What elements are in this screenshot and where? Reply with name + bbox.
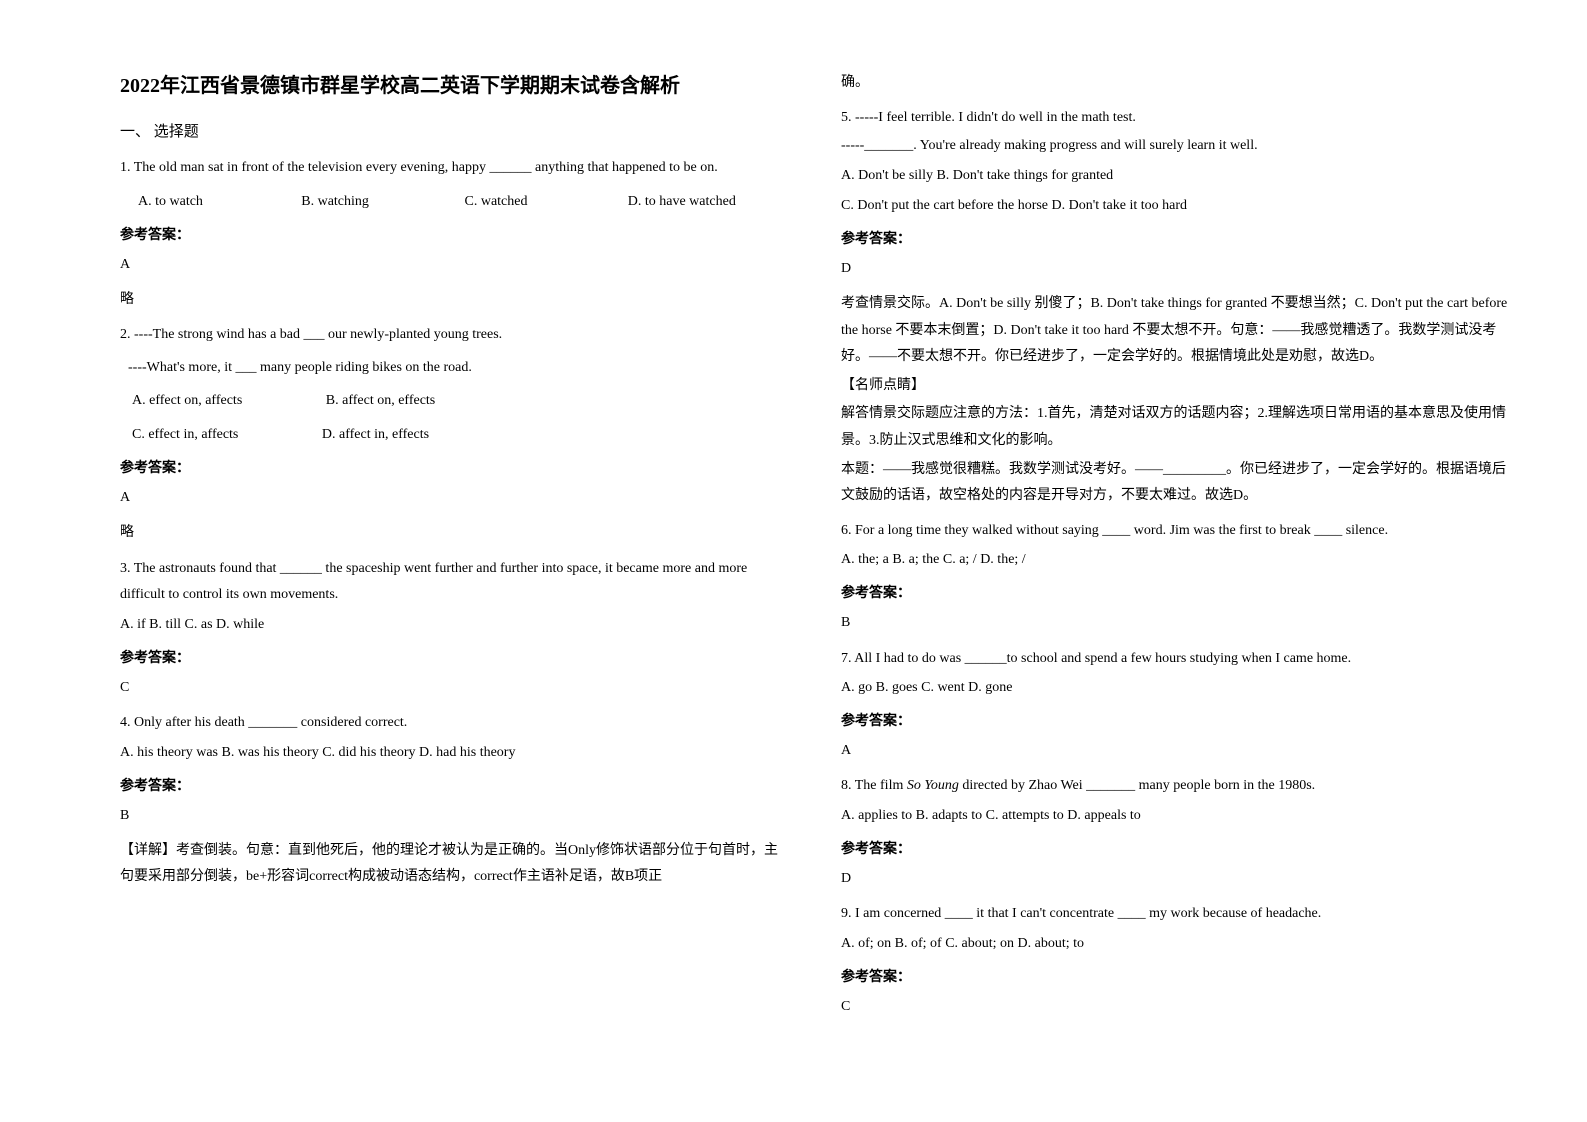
q1-opt-d: D. to have watched (628, 188, 791, 216)
q8-options: A. applies to B. adapts to C. attempts t… (841, 802, 1512, 830)
q8-answer-label: 参考答案： (841, 838, 1512, 858)
q1-opt-c: C. watched (465, 188, 628, 216)
q1-options: A. to watch B. watching C. watched D. to… (120, 188, 791, 216)
q6-options: A. the; a B. a; the C. a; / D. the; / (841, 546, 1512, 574)
q4-answer-label: 参考答案： (120, 775, 791, 795)
q3-answer-label: 参考答案： (120, 647, 791, 667)
q7-answer: A (841, 738, 1512, 763)
q4-answer: B (120, 803, 791, 828)
q4-explanation: 【详解】考查倒装。句意：直到他死后，他的理论才被认为是正确的。当Only修饰状语… (120, 838, 791, 891)
q4-explanation-cont: 确。 (841, 70, 1512, 97)
q5-expl1: 考查情景交际。A. Don't be silly 别傻了；B. Don't ta… (841, 291, 1512, 371)
q2-note: 略 (120, 520, 791, 545)
q2-opt-b: B. affect on, effects (326, 387, 436, 415)
right-column: 确。 5. -----I feel terrible. I didn't do … (816, 70, 1537, 1092)
q6-answer-label: 参考答案： (841, 582, 1512, 602)
q5-expl3: 解答情景交际题应注意的方法：1.首先，清楚对话双方的话题内容；2.理解选项日常用… (841, 401, 1512, 454)
q2-line2: ----What's more, it ___ many people ridi… (120, 355, 791, 382)
q5-line1: 5. -----I feel terrible. I didn't do wel… (841, 105, 1512, 132)
q1-text: 1. The old man sat in front of the telev… (120, 155, 791, 182)
q8-text-pre: 8. The film (841, 778, 907, 793)
q3-text: 3. The astronauts found that ______ the … (120, 556, 791, 609)
q7-answer-label: 参考答案： (841, 710, 1512, 730)
section-header: 一、 选择题 (120, 120, 791, 141)
q1-answer: A (120, 252, 791, 277)
q8-text: 8. The film So Young directed by Zhao We… (841, 773, 1512, 800)
q9-options: A. of; on B. of; of C. about; on D. abou… (841, 930, 1512, 958)
q2-opt-c: C. effect in, affects (132, 421, 238, 449)
q6-text: 6. For a long time they walked without s… (841, 518, 1512, 545)
q5-expl4: 本题：——我感觉很糟糕。我数学测试没考好。——_________。你已经进步了，… (841, 457, 1512, 510)
q2-options-row1: A. effect on, affects B. affect on, effe… (120, 387, 791, 415)
q2-answer-label: 参考答案： (120, 457, 791, 477)
q7-text: 7. All I had to do was ______to school a… (841, 646, 1512, 673)
q1-opt-b: B. watching (301, 188, 464, 216)
q5-options-l2: C. Don't put the cart before the horse D… (841, 192, 1512, 220)
q5-answer: D (841, 256, 1512, 281)
q7-options: A. go B. goes C. went D. gone (841, 674, 1512, 702)
left-column: 2022年江西省景德镇市群星学校高二英语下学期期末试卷含解析 一、 选择题 1.… (95, 70, 816, 1092)
q2-opt-d: D. affect in, effects (322, 421, 429, 449)
q8-answer: D (841, 866, 1512, 891)
q2-line1: 2. ----The strong wind has a bad ___ our… (120, 322, 791, 349)
q4-text: 4. Only after his death _______ consider… (120, 710, 791, 737)
q1-note: 略 (120, 287, 791, 312)
q3-answer: C (120, 675, 791, 700)
q4-options: A. his theory was B. was his theory C. d… (120, 739, 791, 767)
q8-text-post: directed by Zhao Wei _______ many people… (959, 778, 1315, 793)
q5-expl2: 【名师点睛】 (841, 373, 1512, 400)
q9-answer: C (841, 994, 1512, 1019)
q1-opt-a: A. to watch (120, 188, 301, 216)
q1-answer-label: 参考答案： (120, 224, 791, 244)
q3-options: A. if B. till C. as D. while (120, 611, 791, 639)
q8-text-italic: So Young (907, 778, 959, 793)
document-title: 2022年江西省景德镇市群星学校高二英语下学期期末试卷含解析 (120, 70, 791, 102)
q5-options-l1: A. Don't be silly B. Don't take things f… (841, 162, 1512, 190)
q2-opt-a: A. effect on, affects (132, 387, 242, 415)
q2-options-row2: C. effect in, affects D. affect in, effe… (120, 421, 791, 449)
q5-answer-label: 参考答案： (841, 228, 1512, 248)
q2-answer: A (120, 485, 791, 510)
q9-text: 9. I am concerned ____ it that I can't c… (841, 901, 1512, 928)
q5-line2: -----_______. You're already making prog… (841, 133, 1512, 160)
q6-answer: B (841, 610, 1512, 635)
q9-answer-label: 参考答案： (841, 966, 1512, 986)
